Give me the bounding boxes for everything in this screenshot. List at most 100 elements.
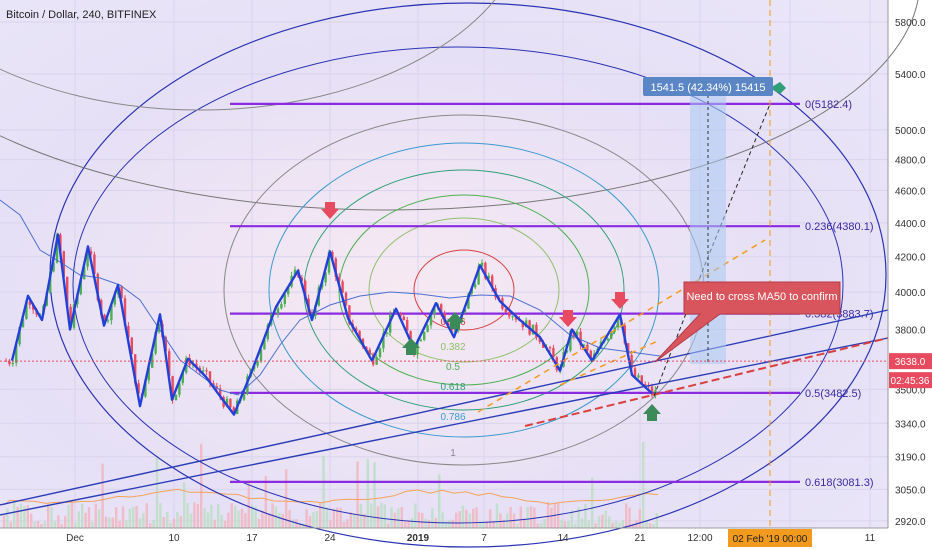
price-tick-label: 5400.0 [895,70,926,81]
chart-title: Bitcoin / Dollar, 240, BITFINEX [6,9,157,21]
volume-bar [349,512,352,528]
volume-bar [87,507,91,528]
volume-bar [196,503,199,528]
volume-bar [574,523,577,528]
time-tick-label: 7 [481,533,487,544]
fib-circle-label: 0.5 [446,362,460,373]
candle-body [582,344,586,346]
price-tick-label: 3050.0 [895,485,926,496]
candle-body [55,234,59,263]
volume-bar [2,515,6,528]
candle-body [324,272,327,283]
volume-bar [268,513,271,528]
volume-bar [608,516,611,528]
volume-bar [370,503,373,528]
candle-body [304,280,307,299]
candle-body [630,355,633,369]
candle-body [8,360,11,365]
volume-bar [557,503,560,528]
volume-bar [138,518,142,528]
volume-bar [380,502,383,528]
volume-bar [227,512,230,528]
volume-bar [237,510,240,528]
candle-body [402,316,405,320]
candle-body [147,367,150,381]
candle-body [633,368,637,378]
candle-body [28,301,31,305]
volume-bar [356,461,359,528]
candle-body [358,330,361,339]
candle-body [259,349,263,361]
volume-bar [169,522,172,528]
volume-bar [104,516,108,528]
volume-bar [468,513,471,528]
buy-arrow-icon [643,404,661,421]
volume-bar [495,503,499,528]
volume-bar [336,507,339,528]
volume-bar [536,523,539,528]
volume-bar [363,513,366,528]
volume-bar [601,514,604,528]
price-tick-label: 3500.0 [895,385,926,396]
candle-body [477,266,480,285]
highlight-date-label: 02 Feb '19 00:00 [733,534,808,545]
candle-body [514,316,518,320]
candle-body [174,394,178,400]
volume-bar [50,507,53,528]
volume-bar [584,503,587,528]
candle-body [341,281,344,293]
volume-bar [563,521,567,528]
volume-bar [482,522,485,528]
volume-bar [519,506,522,528]
red-dashed-trendline [524,337,889,427]
candle-body [205,370,208,372]
target-flag-icon [770,82,786,94]
volume-bar [438,474,441,528]
volume-bar [489,509,492,528]
volume-bar [485,521,488,528]
candle-body [283,294,286,305]
volume-bar [332,508,335,528]
volume-bar [81,503,84,528]
volume-bar [546,502,550,528]
candle-body [69,306,72,328]
volume-bar [594,523,597,528]
price-tick-label: 4200.0 [895,253,926,264]
candle-body [565,350,569,353]
volume-bar [70,502,74,528]
volume-bar [247,480,250,528]
annotation-text: Need to cross MA50 to confirm [686,291,837,303]
fib-circle [338,194,590,386]
volume-bar [111,517,114,528]
upper-left-gray-arc [0,0,496,111]
candle-body [130,337,133,355]
candle-body [273,313,276,315]
price-tick-label: 4400.0 [895,219,926,230]
volume-bar [427,520,431,528]
candle-body [59,234,62,252]
candle-body [134,354,137,384]
volume-bar [47,504,50,528]
volume-bar [91,521,94,528]
volume-bar [319,503,322,528]
candle-body [610,331,613,339]
volume-bar [421,512,424,528]
candle-body [368,349,371,355]
volume-bar [424,518,427,528]
volume-bar [26,505,29,528]
candle-body [79,279,82,295]
volume-bar [244,513,247,528]
volume-bar [217,504,220,528]
volume-bar [84,512,87,528]
volume-bar [193,502,196,528]
volume-bar [597,515,601,528]
candle-body [96,273,99,301]
candle-body [331,251,334,259]
volume-bar [346,519,349,528]
candle-body [219,388,222,398]
candle-body [25,301,28,319]
volume-bar [431,508,434,528]
candle-body [178,383,181,395]
